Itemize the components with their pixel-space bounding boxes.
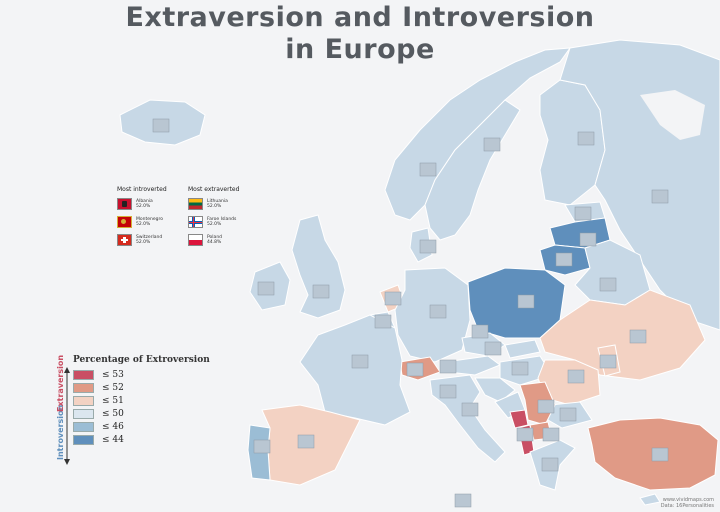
badge-italy-south (461, 402, 479, 417)
region-ukraine (539, 289, 706, 381)
extraverted-item-faroe-islands: Faroe Islands 52.0% (188, 216, 236, 228)
badge-albania (516, 427, 534, 442)
callout-country: Faroe Islands (207, 217, 237, 222)
legend-item: ≤ 50 (73, 409, 124, 419)
badge-romania (567, 369, 585, 384)
badge-estonia (574, 206, 592, 221)
badge-serbia (537, 399, 555, 414)
legend-label: ≤ 53 (102, 370, 124, 380)
region-slovenia-croatia (474, 377, 516, 403)
badge-ukraine (629, 329, 647, 344)
badge-moldova (599, 354, 617, 369)
badge-iceland (152, 118, 170, 133)
badge-czechia (471, 324, 489, 339)
title-line-2: in Europe (285, 34, 435, 65)
extraverted-item-poland: Poland 44.8% (188, 234, 222, 246)
introverted-item-montenegro: Montenegro 52.0% (117, 216, 163, 228)
callout-country: Lithuania (207, 199, 228, 204)
callout-value: 52.0% (136, 222, 151, 227)
credit: www.vividmaps.com Data: 16Personalities (661, 497, 714, 509)
legend-swatch (73, 370, 94, 380)
badge-lithuania (555, 252, 573, 267)
badge-portugal (253, 439, 271, 454)
badge-malta (454, 493, 472, 508)
legend-label: ≤ 51 (102, 396, 124, 406)
legend-swatch (73, 396, 94, 406)
legend-label: ≤ 52 (102, 383, 124, 393)
badge-spain (297, 434, 315, 449)
legend-swatch (73, 383, 94, 393)
badge-belgium (374, 314, 392, 329)
value-badges (152, 118, 669, 508)
title-line-1: Extraversion and Introversion (125, 2, 595, 33)
legend-item: ≤ 51 (73, 396, 124, 406)
legend-label: ≤ 50 (102, 409, 124, 419)
callout-country: Albania (136, 199, 153, 204)
legend-item: ≤ 46 (73, 422, 124, 432)
callout-country: Montenegro (136, 217, 164, 222)
badge-denmark (419, 239, 437, 254)
badge-austria (439, 359, 457, 374)
badge-latvia (579, 232, 597, 247)
badge-belarus (599, 277, 617, 292)
poland-flag-icon (188, 234, 203, 246)
region-cyprus (639, 493, 661, 506)
extraverted-callout-title: Most extraverted (188, 186, 240, 193)
legend-label: ≤ 46 (102, 422, 124, 432)
legend-item: ≤ 52 (73, 383, 124, 393)
callout-value: 52.0% (207, 204, 222, 209)
callout-value: 52.0% (207, 222, 222, 227)
albania-flag-icon (117, 198, 132, 210)
callout-value: 44.8% (207, 240, 222, 245)
legend-swatch (73, 409, 94, 419)
badge-russia (651, 189, 669, 204)
introverted-callout-title: Most introverted (117, 186, 167, 193)
lithuania-flag-icon (188, 198, 203, 210)
credit-website: www.vividmaps.com (662, 497, 714, 503)
switzerland-flag-icon (117, 234, 132, 246)
badge-ireland (257, 281, 275, 296)
region-france (299, 314, 411, 426)
badge-hungary (511, 361, 529, 376)
badge-switzerland (406, 362, 424, 377)
badge-turkey (651, 447, 669, 462)
badge-norway (419, 162, 437, 177)
callout-country: Poland (207, 235, 223, 240)
legend-item: ≤ 44 (73, 435, 124, 445)
badge-germany (429, 304, 447, 319)
badge-sweden (483, 137, 501, 152)
region-great-britain (291, 214, 346, 319)
badge-italy (439, 384, 457, 399)
badge-france (351, 354, 369, 369)
badge-finland (577, 131, 595, 146)
badge-greece (541, 457, 559, 472)
badge-uk (312, 284, 330, 299)
legend-swatch (73, 422, 94, 432)
extraverted-item-lithuania: Lithuania 52.0% (188, 198, 228, 210)
callout-country: Switzerland (136, 235, 163, 240)
region-white-sea (640, 90, 705, 140)
region-slovakia (504, 339, 541, 359)
credit-source: Data: 16Personalities (660, 503, 714, 509)
introverted-item-albania: Albania 52.0% (117, 198, 153, 210)
montenegro-flag-icon (117, 216, 132, 228)
legend-title: Percentage of Extroversion (73, 355, 210, 365)
badge-poland (517, 294, 535, 309)
introverted-item-switzerland: Switzerland 52.0% (117, 234, 162, 246)
callout-value: 52.0% (136, 204, 151, 209)
badge-macedonia (542, 427, 560, 442)
badge-netherlands (384, 291, 402, 306)
legend-axis-arrow (64, 367, 70, 465)
legend-label: ≤ 44 (102, 435, 124, 445)
legend-item: ≤ 53 (73, 370, 124, 380)
legend-swatch (73, 435, 94, 445)
badge-slovakia (484, 341, 502, 356)
faroe-islands-flag-icon (188, 216, 203, 228)
callout-value: 52.0% (136, 240, 151, 245)
badge-bulgaria (559, 407, 577, 422)
